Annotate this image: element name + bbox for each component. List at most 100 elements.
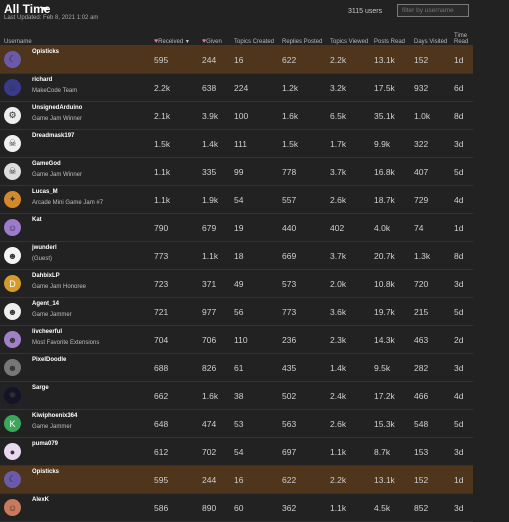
- table-row[interactable]: ☠ Dreadmask197 1.5k 1.4k 111 1.5k 1.7k 9.9k 322 3…: [0, 129, 473, 158]
- skull-icon: ☠: [8, 138, 17, 148]
- filter-input[interactable]: [397, 4, 469, 17]
- username-link[interactable]: richard: [32, 77, 53, 83]
- table-row[interactable]: ☻ jwunderl (Guest) 773 1.1k 18 669 3.7k 20.7k 1.3…: [0, 241, 473, 270]
- topics-viewed-value: 3.2k: [326, 73, 370, 102]
- avatar[interactable]: D: [4, 275, 21, 292]
- avatar[interactable]: ☠: [4, 163, 21, 180]
- username-link[interactable]: Lucas_M: [32, 189, 58, 195]
- avatar[interactable]: ☺: [4, 219, 21, 236]
- heart-icon: ♥: [154, 38, 159, 45]
- table-row[interactable]: ☺ richard MakeCode Team 2.2k 638 224 1.2k 3.2k 1…: [0, 73, 473, 102]
- username-link[interactable]: Opisticks: [32, 49, 60, 55]
- table-row[interactable]: ☠ GameGod Game Jam Winner 1.1k 335 99 778 3.7k 1…: [0, 157, 473, 186]
- given-value: 1.6k: [198, 381, 230, 410]
- table-row[interactable]: ☺ Kat 790 679 19 440 402 4.0k 74 1d: [0, 213, 473, 242]
- avatar[interactable]: ●: [4, 443, 21, 460]
- posts-read-value: 15.3k: [370, 409, 410, 438]
- replies-posted-value: 1.6k: [278, 101, 326, 130]
- table-row[interactable]: ☻ PixelDoodle 688 826 61 435 1.4k 9.5k 282 3d: [0, 353, 473, 382]
- user-cell: ☺ richard MakeCode Team: [0, 73, 150, 102]
- posts-read-value: 10.8k: [370, 269, 410, 298]
- username-link[interactable]: Sarge: [32, 385, 49, 391]
- moon-icon: ☾: [8, 474, 17, 484]
- username-link[interactable]: Agent_14: [32, 301, 60, 307]
- avatar[interactable]: ☠: [4, 135, 21, 152]
- avatar[interactable]: ✺: [4, 387, 21, 404]
- moon-icon: ☾: [8, 54, 17, 64]
- col-topics-viewed[interactable]: Topics Viewed: [326, 25, 370, 46]
- col-username[interactable]: Username: [0, 25, 150, 46]
- username-link[interactable]: AlexK: [32, 497, 50, 503]
- username-link[interactable]: PixelDoodle: [32, 357, 67, 363]
- topics-created-value: 100: [230, 101, 278, 130]
- period-title[interactable]: All Time: [4, 2, 51, 16]
- table-row[interactable]: ✺ Sarge 662 1.6k 38 502 2.4k 17.2k 466 4d: [0, 381, 473, 410]
- username-link[interactable]: Opisticks: [32, 469, 60, 475]
- user-cell: ☾ Opisticks: [0, 465, 150, 494]
- table-row[interactable]: ☺ AlexK 586 890 60 362 1.1k 4.5k 852 3d: [0, 493, 473, 522]
- table-row[interactable]: ✦ Lucas_M Arcade Mini Game Jam #7 1.1k 1.9k 5…: [0, 185, 473, 214]
- username-link[interactable]: UnsignedArduino: [32, 105, 83, 111]
- duck-icon: ✦: [8, 194, 17, 204]
- username-link[interactable]: DahbixLP: [32, 273, 60, 279]
- username-link[interactable]: GameGod: [32, 161, 61, 167]
- table-row[interactable]: K Kiwiphoenix364 Game Jammer 648 474 53 563 2.6…: [0, 409, 473, 438]
- username-link[interactable]: puma079: [32, 441, 59, 447]
- username-link[interactable]: livcheerful: [32, 329, 63, 335]
- replies-posted-value: 622: [278, 45, 326, 74]
- user-cell: ☻ livcheerful Most Favorite Extensions: [0, 325, 150, 354]
- received-value: 688: [150, 353, 198, 382]
- topics-created-value: 224: [230, 73, 278, 102]
- col-received[interactable]: ♥Received ▼: [150, 25, 198, 46]
- avatar[interactable]: K: [4, 415, 21, 432]
- topics-viewed-value: 402: [326, 213, 370, 242]
- topics-viewed-value: 2.6k: [326, 185, 370, 214]
- table-row[interactable]: D DahbixLP Game Jam Honoree 723 371 49 573 2.0k…: [0, 269, 473, 298]
- received-value: 721: [150, 297, 198, 326]
- col-given-label: Given: [206, 39, 222, 45]
- avatar[interactable]: ☾: [4, 471, 21, 488]
- avatar-letter: D: [9, 278, 16, 289]
- chevron-down-icon[interactable]: [41, 7, 49, 12]
- avatar[interactable]: ☾: [4, 51, 21, 68]
- last-updated: Last Updated: Feb 8, 2021 1:02 am: [4, 15, 99, 21]
- avatar[interactable]: ✦: [4, 191, 21, 208]
- received-value: 612: [150, 437, 198, 466]
- replies-posted-value: 362: [278, 493, 326, 522]
- table-row[interactable]: ☻ livcheerful Most Favorite Extensions 704 7…: [0, 325, 473, 354]
- avatar[interactable]: ☻: [4, 247, 21, 264]
- avatar[interactable]: ☺: [4, 79, 21, 96]
- avatar[interactable]: ☻: [4, 331, 21, 348]
- table-row[interactable]: ☻ Agent_14 Game Jammer 721 977 56 773 3.6k 19.7k…: [0, 297, 473, 326]
- posts-read-value: 8.7k: [370, 437, 410, 466]
- username-link[interactable]: Kat: [32, 217, 42, 223]
- table-row[interactable]: ☾ Opisticks 595 244 16 622 2.2k 13.1k 152 1d: [0, 45, 473, 74]
- days-visited-value: 1.0k: [410, 101, 450, 130]
- time-read-value: 3d: [450, 493, 473, 522]
- username-link[interactable]: jwunderl: [32, 245, 57, 251]
- table-row[interactable]: ● puma079 612 702 54 697 1.1k 8.7k 153 3d: [0, 437, 473, 466]
- col-time-read[interactable]: Time Read: [450, 25, 473, 46]
- topics-created-value: 54: [230, 437, 278, 466]
- avatar[interactable]: ☻: [4, 359, 21, 376]
- username-link[interactable]: Kiwiphoenix364: [32, 413, 78, 419]
- table-row[interactable]: ☾ Opisticks 595 244 16 622 2.2k 13.1k 152 1d: [0, 465, 473, 494]
- time-read-value: 8d: [450, 101, 473, 130]
- col-topics-created[interactable]: Topics Created: [230, 25, 278, 46]
- table-row[interactable]: ⚙ UnsignedArduino Game Jam Winner 2.1k 3.9k 1…: [0, 101, 473, 130]
- col-replies-posted[interactable]: Replies Posted: [278, 25, 326, 46]
- time-read-value: 5d: [450, 409, 473, 438]
- time-read-value: 3d: [450, 269, 473, 298]
- topics-viewed-value: 1.4k: [326, 353, 370, 382]
- col-days-visited[interactable]: Days Visited: [410, 25, 450, 46]
- col-given[interactable]: ♥Given: [198, 25, 230, 46]
- user-title: Arcade Mini Game Jam #7: [32, 200, 104, 206]
- time-read-value: 3d: [450, 437, 473, 466]
- username-link[interactable]: Dreadmask197: [32, 133, 75, 139]
- topics-viewed-value: 2.2k: [326, 465, 370, 494]
- avatar[interactable]: ⚙: [4, 107, 21, 124]
- col-posts-read[interactable]: Posts Read: [370, 25, 410, 46]
- avatar[interactable]: ☻: [4, 303, 21, 320]
- days-visited-value: 463: [410, 325, 450, 354]
- avatar[interactable]: ☺: [4, 499, 21, 516]
